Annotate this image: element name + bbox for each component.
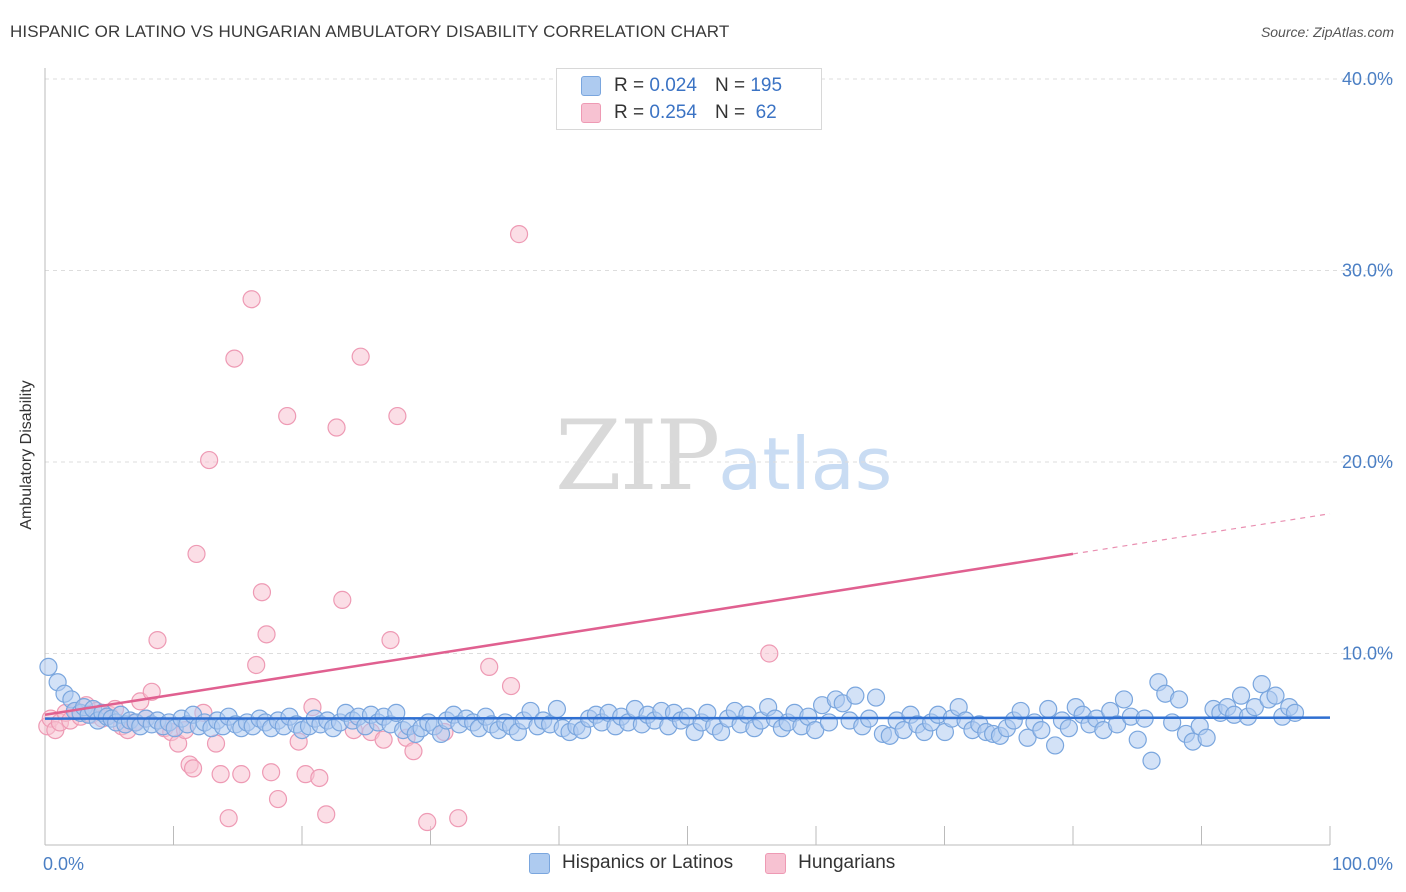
- hispanic-trend-line: [44, 716, 1331, 720]
- watermark-zip: ZIP: [555, 400, 720, 512]
- legend-label-hispanics: Hispanics or Latinos: [562, 852, 734, 873]
- legend-row-hispanic: R = 0.024 N = 195: [581, 74, 782, 98]
- hungarian-point: [247, 655, 266, 675]
- hispanic-point: [806, 720, 825, 740]
- hispanic-point: [1018, 728, 1037, 747]
- legend-n-value: 62: [750, 102, 777, 123]
- series-legend: Hispanics or Latinos Hungarians: [529, 852, 927, 874]
- hispanic-point: [1059, 719, 1078, 738]
- hungarian-point: [509, 225, 529, 244]
- hungarian-point: [501, 676, 521, 696]
- hispanic-point: [1197, 728, 1216, 747]
- hispanic-point: [1011, 701, 1030, 721]
- hungarian-point: [317, 805, 336, 824]
- legend-item-hispanics[interactable]: Hispanics or Latinos: [529, 852, 733, 874]
- hispanic-point: [1046, 736, 1065, 755]
- hungarian-point: [268, 789, 288, 809]
- legend-swatch-blue: [581, 76, 601, 96]
- hispanic-point: [39, 657, 58, 677]
- legend-item-hungarians[interactable]: Hungarians: [765, 852, 895, 874]
- hungarian-point: [187, 544, 206, 564]
- hispanic-point: [1163, 713, 1182, 732]
- hungarian-point: [206, 734, 226, 753]
- hungarian-point: [449, 809, 468, 828]
- hispanic-point: [1252, 675, 1271, 694]
- hungarian-point: [480, 657, 499, 677]
- hungarian-point: [242, 290, 261, 309]
- hispanic-point: [1107, 715, 1127, 734]
- legend-n-label: N =: [714, 75, 746, 96]
- hispanic-point: [866, 688, 886, 707]
- hispanic-point: [547, 699, 567, 719]
- hungarian-point: [418, 812, 437, 832]
- y-tick-label: 30.0%: [1342, 261, 1393, 281]
- hungarian-point: [257, 625, 276, 644]
- hispanic-point: [1032, 720, 1051, 740]
- hungarian-point: [333, 590, 352, 609]
- hispanic-point: [846, 686, 865, 705]
- y-tick-label: 20.0%: [1342, 452, 1393, 472]
- source-credit: Source: ZipAtlas.com: [1260, 24, 1394, 40]
- hungarian-point: [211, 765, 230, 784]
- legend-r-value: 0.024: [649, 75, 697, 96]
- hungarian-point: [142, 682, 161, 701]
- hungarian-point: [388, 406, 407, 426]
- hungarian-point: [310, 768, 329, 788]
- hungarian-point: [760, 644, 779, 663]
- hungarian-point: [225, 349, 244, 368]
- hungarian-point: [262, 763, 281, 782]
- legend-r-label: R =: [614, 102, 645, 123]
- hungarian-point: [327, 418, 346, 437]
- legend-swatch-blue: [529, 852, 550, 874]
- hispanic-point: [1266, 686, 1285, 705]
- hungarian-point: [351, 347, 370, 366]
- hungarian-point: [219, 809, 238, 828]
- legend-r-value: 0.254: [649, 102, 697, 123]
- legend-row-hungarian: R = 0.254 N = 62: [581, 101, 777, 125]
- hispanic-point: [1142, 751, 1161, 770]
- hungarian-point: [252, 583, 272, 602]
- hungarian-point: [278, 406, 297, 426]
- hungarian-point: [200, 450, 219, 470]
- legend-label-hungarians: Hungarians: [798, 852, 896, 873]
- hungarian-trend-extension: [1072, 513, 1331, 555]
- hispanic-point: [1169, 690, 1189, 709]
- stats-legend: R = 0.024 N = 195 R = 0.254 N = 62: [556, 68, 822, 130]
- hispanic-point: [1231, 686, 1251, 705]
- chart-title: HISPANIC OR LATINO VS HUNGARIAN AMBULATO…: [10, 22, 730, 41]
- hungarian-point: [404, 742, 423, 761]
- legend-swatch-pink: [581, 103, 601, 123]
- hispanic-point: [1128, 730, 1147, 749]
- watermark-atlas: atlas: [718, 422, 893, 506]
- legend-n-label: N =: [714, 102, 746, 123]
- hispanic-point: [1039, 699, 1058, 719]
- hispanic-point: [819, 713, 839, 732]
- x-tick-label: 0.0%: [43, 854, 84, 874]
- hispanic-point: [1114, 690, 1134, 709]
- hispanic-point: [1245, 698, 1264, 717]
- legend-n-value: 195: [750, 75, 783, 96]
- hungarian-trend-line: [44, 552, 1074, 717]
- legend-swatch-pink: [765, 852, 787, 874]
- watermark: ZIPatlas: [555, 400, 892, 512]
- legend-r-label: R =: [614, 75, 645, 96]
- hungarian-point: [148, 630, 167, 650]
- y-tick-label: 10.0%: [1342, 644, 1393, 664]
- hungarian-point: [232, 765, 251, 784]
- hungarian-point: [183, 759, 203, 778]
- hungarian-point: [374, 730, 393, 749]
- hungarian-point: [381, 630, 400, 650]
- y-tick-label: 40.0%: [1342, 69, 1393, 89]
- x-tick-label: 100.0%: [1332, 854, 1393, 874]
